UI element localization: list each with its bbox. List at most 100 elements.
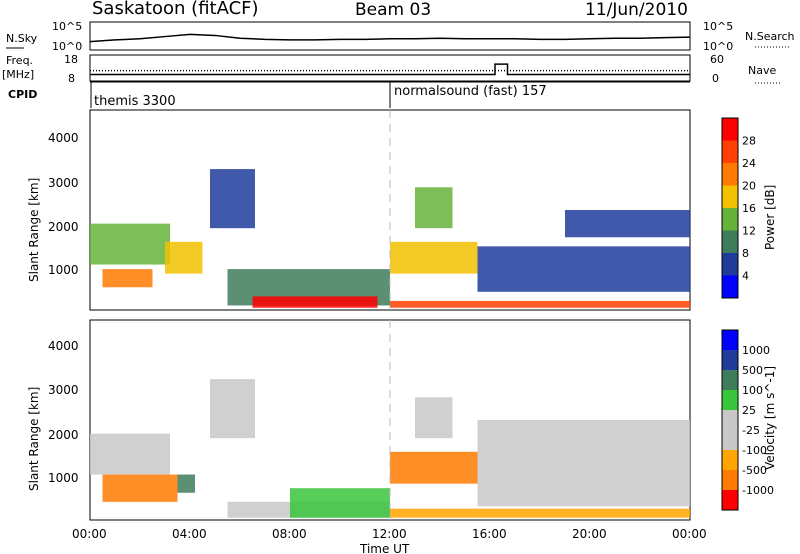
colorbar-segment-0	[722, 490, 738, 510]
colorbar-tick-2: 12	[742, 225, 756, 238]
velocity-plot	[90, 379, 690, 518]
nsky-label: N.Sky	[6, 32, 38, 45]
cpid-entry-1: normalsound (fast) 157	[394, 84, 547, 99]
echo-region-3	[177, 474, 195, 493]
echo-region-2	[210, 379, 255, 439]
colorbar-segment-4	[722, 185, 738, 208]
colorbar-segment-4	[722, 410, 738, 430]
colorbar-segment-0	[722, 275, 738, 298]
velocity-ytick-3000: 3000	[48, 383, 79, 397]
cpid-entry-0: themis 3300	[94, 94, 176, 109]
echo-region-7	[415, 397, 453, 439]
echo-region-10	[565, 210, 690, 238]
power-ytick-2000: 2000	[48, 220, 79, 234]
xtick-0: 00:00	[72, 527, 107, 541]
xtick-5: 20:00	[572, 527, 607, 541]
noise-ytick-top-right: 10^5	[703, 20, 733, 33]
noise-panel-frame	[89, 21, 691, 51]
colorbar-tick-6: 28	[742, 135, 756, 148]
colorbar-segment-7	[722, 118, 738, 141]
echo-region-2	[165, 241, 203, 274]
colorbar-tick-1: 8	[742, 247, 749, 260]
xtick-3: 12:00	[372, 527, 407, 541]
xtick-6: 00:00	[672, 527, 707, 541]
colorbar-tick-5: 24	[742, 157, 756, 170]
echo-region-9	[390, 508, 690, 518]
colorbar-tick-7: 1000	[742, 344, 770, 357]
echo-region-8	[415, 187, 453, 229]
colorbar-tick-6: 500	[742, 364, 763, 377]
echo-region-1	[102, 474, 178, 502]
echo-region-3	[210, 169, 255, 229]
colorbar-tick-5: 100	[742, 384, 763, 397]
xlabel: Time UT	[359, 542, 410, 554]
freq-ytick-bottom-left: 8	[68, 72, 75, 85]
colorbar-segment-2	[722, 230, 738, 253]
velocity-colorbar: -1000 -500 -100 -25 25 100 500 1000	[721, 329, 774, 511]
xtick-1: 04:00	[172, 527, 207, 541]
echo-region-5	[252, 296, 378, 308]
power-ytick-1000: 1000	[48, 263, 79, 277]
colorbar-frame	[721, 329, 739, 511]
power-zlabel: Power [dB]	[763, 185, 777, 250]
noise-ytick-top-left: 10^5	[52, 20, 82, 33]
velocity-ytick-4000: 4000	[48, 339, 79, 353]
velocity-ytick-1000: 1000	[48, 471, 79, 485]
mhz-label: [MHz]	[2, 68, 34, 81]
colorbar-tick-4: 20	[742, 180, 756, 193]
cpid-label: CPID	[8, 88, 37, 101]
beam-title: Beam 03	[355, 0, 432, 20]
echo-region-0	[90, 433, 170, 475]
colorbar-segment-6	[722, 140, 738, 163]
colorbar-frame	[721, 117, 739, 299]
colorbar-segment-2	[722, 450, 738, 470]
frequency-plot	[90, 63, 690, 76]
freq-ytick-top-left: 18	[64, 53, 78, 66]
station-title: Saskatoon (fitACF)	[92, 0, 259, 19]
velocity-zlabel: Velocity [m s^-1]	[763, 366, 777, 470]
echo-region-0	[90, 223, 170, 265]
colorbar-segment-5	[722, 163, 738, 186]
echo-region-7	[390, 300, 690, 308]
date-title: 11/Jun/2010	[585, 0, 688, 20]
echo-region-6	[390, 241, 478, 274]
colorbar-tick-3: -25	[742, 424, 760, 437]
power-colorbar: 4 8 12 16 20 24 28	[721, 117, 756, 299]
echo-region-5	[290, 488, 390, 518]
noise-plot	[89, 33, 691, 43]
nave-label: Nave	[748, 64, 776, 77]
colorbar-segment-7	[722, 350, 738, 370]
noise-sky-line	[89, 33, 691, 43]
colorbar-segment-6	[722, 370, 738, 390]
velocity-ylabel: Slant Range [km]	[27, 387, 41, 491]
colorbar-tick-0: -1000	[742, 484, 774, 497]
colorbar-segment-3	[722, 208, 738, 231]
power-ytick-4000: 4000	[48, 131, 79, 145]
frequency-panel-frame	[89, 54, 691, 82]
nsearch-label: N.Search	[745, 30, 795, 43]
power-ytick-3000: 3000	[48, 176, 79, 190]
power-ylabel: Slant Range [km]	[27, 178, 41, 282]
colorbar-tick-0: 4	[742, 270, 749, 283]
colorbar-tick-2: -100	[742, 444, 767, 457]
echo-region-9	[477, 246, 690, 292]
colorbar-segment-5	[722, 390, 738, 410]
colorbar-segment-1	[722, 470, 738, 490]
colorbar-tick-3: 16	[742, 202, 756, 215]
xtick-4: 16:00	[472, 527, 507, 541]
noise-ytick-bottom-left: 10^0	[52, 40, 82, 53]
noise-ytick-bottom-right: 10^0	[703, 40, 733, 53]
frequency-series-0	[90, 63, 690, 76]
echo-region-6	[390, 451, 478, 484]
freq-ytick-top-right: 60	[710, 53, 724, 66]
colorbar-segment-3	[722, 430, 738, 450]
velocity-ytick-2000: 2000	[48, 428, 79, 442]
colorbar-segment-1	[722, 253, 738, 276]
echo-region-1	[102, 269, 153, 288]
xtick-2: 08:00	[272, 527, 307, 541]
colorbar-tick-1: -500	[742, 464, 767, 477]
colorbar-tick-4: 25	[742, 404, 756, 417]
colorbar-segment-8	[722, 330, 738, 350]
power-plot	[90, 169, 690, 308]
